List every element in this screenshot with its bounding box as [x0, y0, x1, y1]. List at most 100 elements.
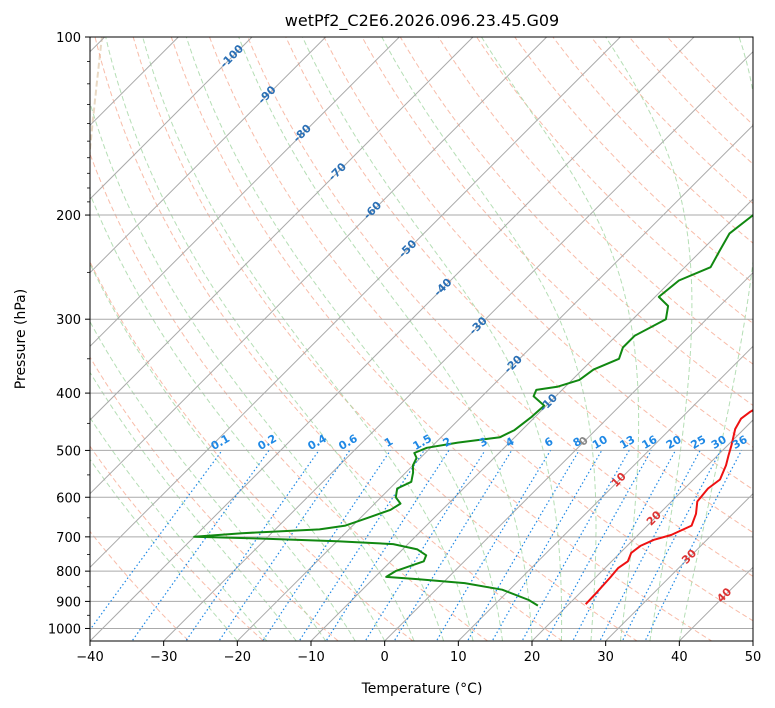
moist-adiabat-line — [238, 37, 533, 641]
dry-adiabat-line — [90, 445, 265, 641]
data-lines — [193, 213, 753, 607]
dewpoint-profile — [193, 213, 753, 607]
dry-adiabat-line — [90, 530, 190, 641]
y-tick-label: 900 — [56, 595, 81, 610]
dry-adiabat-line — [132, 37, 638, 641]
mixing-ratio-line — [262, 450, 391, 641]
y-tick-label: 200 — [56, 209, 81, 224]
y-tick-label: 400 — [56, 387, 81, 402]
mixing-ratio-label: 30 — [709, 433, 729, 452]
y-tick-label: 300 — [56, 313, 81, 328]
x-tick-label: 50 — [745, 650, 762, 665]
x-tick-label: 20 — [524, 650, 541, 665]
isotherm-label: -20 — [502, 352, 525, 375]
moist-adiabat-line — [105, 37, 445, 641]
isotherm-label: -80 — [291, 121, 314, 144]
dry-adiabat-line — [90, 152, 489, 641]
mixing-ratio-line — [644, 450, 743, 641]
isotherm-line — [752, 640, 753, 641]
moist-adiabat-line — [90, 416, 268, 641]
x-tick-label: 30 — [597, 650, 614, 665]
y-tick-label: 1000 — [48, 622, 81, 637]
isotherm-label: -60 — [361, 198, 384, 221]
y-axis-label: Pressure (hPa) — [13, 289, 29, 389]
mixing-ratio-line — [599, 450, 701, 641]
x-tick-label: −40 — [76, 650, 103, 665]
isotherm-line — [90, 37, 548, 495]
mixing-ratio-label: 0.1 — [209, 432, 232, 453]
isotherm-line — [90, 37, 474, 421]
dry-adiabat-line — [590, 37, 753, 205]
mixing-ratio-line — [131, 450, 270, 641]
background-curve — [90, 37, 104, 161]
mixing-ratio-line — [218, 450, 351, 641]
x-axis-label: Temperature (°C) — [361, 681, 483, 697]
line-labels: 0.1 0.2 0.4 0.6 1 1.5 2 3 4 6 8 10 13 16 20 25 30 36-100-… — [209, 42, 750, 605]
moist-adiabat-line — [381, 37, 597, 641]
isotherm-line — [90, 37, 400, 348]
dry-adiabat-line — [285, 37, 753, 534]
plot-frame — [89, 36, 754, 642]
isotherm-label: -50 — [396, 237, 419, 260]
dry-adiabat-line — [628, 37, 753, 165]
isotherm-line — [90, 37, 253, 200]
isotherm-line — [90, 37, 327, 274]
isotherm-line — [163, 50, 753, 641]
dry-adiabat-line — [514, 37, 753, 284]
chart-title: wetPf2_C2E6.2026.096.23.45.G09 — [285, 11, 559, 31]
dry-adiabat-line — [170, 37, 713, 641]
moist-adiabat-line — [90, 192, 386, 641]
x-tick-label: 10 — [450, 650, 467, 665]
isotherm-line — [678, 566, 753, 641]
dry-adiabat-line — [94, 37, 564, 641]
moist-adiabat-line — [142, 37, 474, 641]
mixing-ratio-label: 0.4 — [306, 432, 330, 453]
mixing-ratio-label: 13 — [618, 433, 638, 452]
dry-adiabat-line — [247, 37, 753, 577]
mixing-ratio-line — [298, 450, 425, 641]
mixing-ratio-label: 16 — [640, 433, 660, 452]
mixing-ratio-line — [325, 450, 450, 641]
x-tick-label: −30 — [150, 650, 177, 665]
moist-adiabat-line — [90, 371, 297, 641]
y-tick-label: 100 — [56, 31, 81, 46]
moist-adiabat-line — [90, 101, 415, 641]
dry-adiabat-line — [476, 37, 753, 325]
dry-adiabat-line — [399, 37, 753, 407]
mixing-ratio-label: 1 — [382, 435, 395, 450]
mixing-ratio-line — [545, 450, 652, 641]
isotherm-line — [310, 198, 753, 641]
moist-adiabat-line — [605, 37, 693, 641]
isotherm-line — [384, 271, 753, 641]
mixing-ratio-label: 25 — [689, 433, 709, 452]
dry-adiabat-line — [90, 356, 340, 641]
mixing-ratio-label: 0.2 — [256, 432, 279, 453]
moist-adiabat-line — [302, 37, 563, 641]
dry-adiabat-line — [361, 37, 753, 448]
isotherm-label: 30 — [679, 546, 699, 566]
moist-adiabat-line — [90, 458, 238, 641]
mixing-ratio-label: 10 — [590, 433, 610, 452]
moist-adiabat-line — [481, 37, 640, 641]
mixing-ratio-line — [90, 450, 223, 631]
isotherm-line — [90, 37, 695, 641]
y-tick-label: 800 — [56, 565, 81, 580]
isotherm-line — [90, 37, 621, 569]
x-tick-label: 40 — [671, 650, 688, 665]
dry-adiabat-line — [552, 37, 753, 244]
mixing-ratio-label: 3 — [477, 435, 490, 450]
y-tick-label: 500 — [56, 444, 81, 459]
y-tick-label: 600 — [56, 491, 81, 506]
dry-adiabat-line — [437, 37, 753, 365]
dry-adiabat-line — [90, 260, 414, 641]
x-tick-label: −20 — [224, 650, 251, 665]
mixing-ratio-label: 6 — [542, 435, 555, 450]
moist-adiabat-line — [185, 37, 503, 641]
moist-adiabat-line — [90, 262, 356, 641]
mixing-ratio-line — [466, 450, 580, 641]
mixing-ratio-line — [572, 450, 677, 641]
moist-adiabat-line — [678, 37, 753, 641]
isotherm-line — [605, 492, 753, 641]
